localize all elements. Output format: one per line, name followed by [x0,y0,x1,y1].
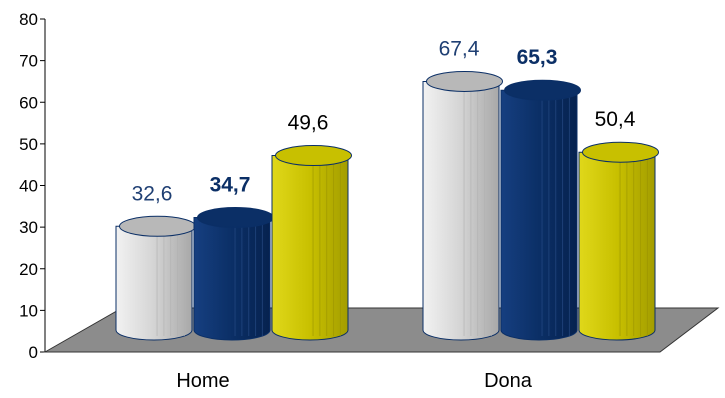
bar-body [422,80,500,341]
value-labels: 32,6 34,7 49,6 67,4 65,3 50,4 [132,37,636,205]
y-tick-label: 20 [19,260,38,279]
bar-dona-1 [500,79,581,341]
bar-body [271,155,349,341]
bar-home-0 [115,215,196,341]
value-label: 50,4 [595,108,636,131]
y-tick-label: 30 [19,218,38,237]
bar-top-cap [275,145,352,167]
bar-dona-2 [578,141,659,341]
bar-dona-0 [422,70,503,341]
y-tick-label: 70 [19,52,38,71]
y-tick-label: 40 [19,177,38,196]
bar-body [193,217,271,341]
bar-top-cap [504,79,581,101]
bar-top-cap [197,207,274,229]
bar-top-cap [119,215,196,237]
category-label: Dona [484,370,533,392]
bar-home-2 [271,145,352,341]
bar-body [500,89,578,341]
value-label: 49,6 [288,112,329,135]
y-tick-label: 80 [19,10,38,29]
y-tick-label: 0 [29,343,38,362]
y-tick-label: 50 [19,135,38,154]
value-label: 67,4 [439,37,480,60]
bar-home-1 [193,207,274,341]
x-axis: Home Dona [176,370,532,392]
category-label: Home [176,370,229,392]
value-label: 32,6 [132,182,173,205]
value-label: 65,3 [517,46,558,69]
bars [115,70,659,341]
value-label: 34,7 [210,174,251,197]
bar-body [115,225,193,341]
bar-top-cap [582,141,659,163]
y-axis: 0 10 20 30 40 50 60 70 80 [19,10,46,362]
y-tick-label: 10 [19,301,38,320]
y-tick-label: 60 [19,93,38,112]
bar-top-cap [426,70,503,92]
bar-body [578,151,656,341]
